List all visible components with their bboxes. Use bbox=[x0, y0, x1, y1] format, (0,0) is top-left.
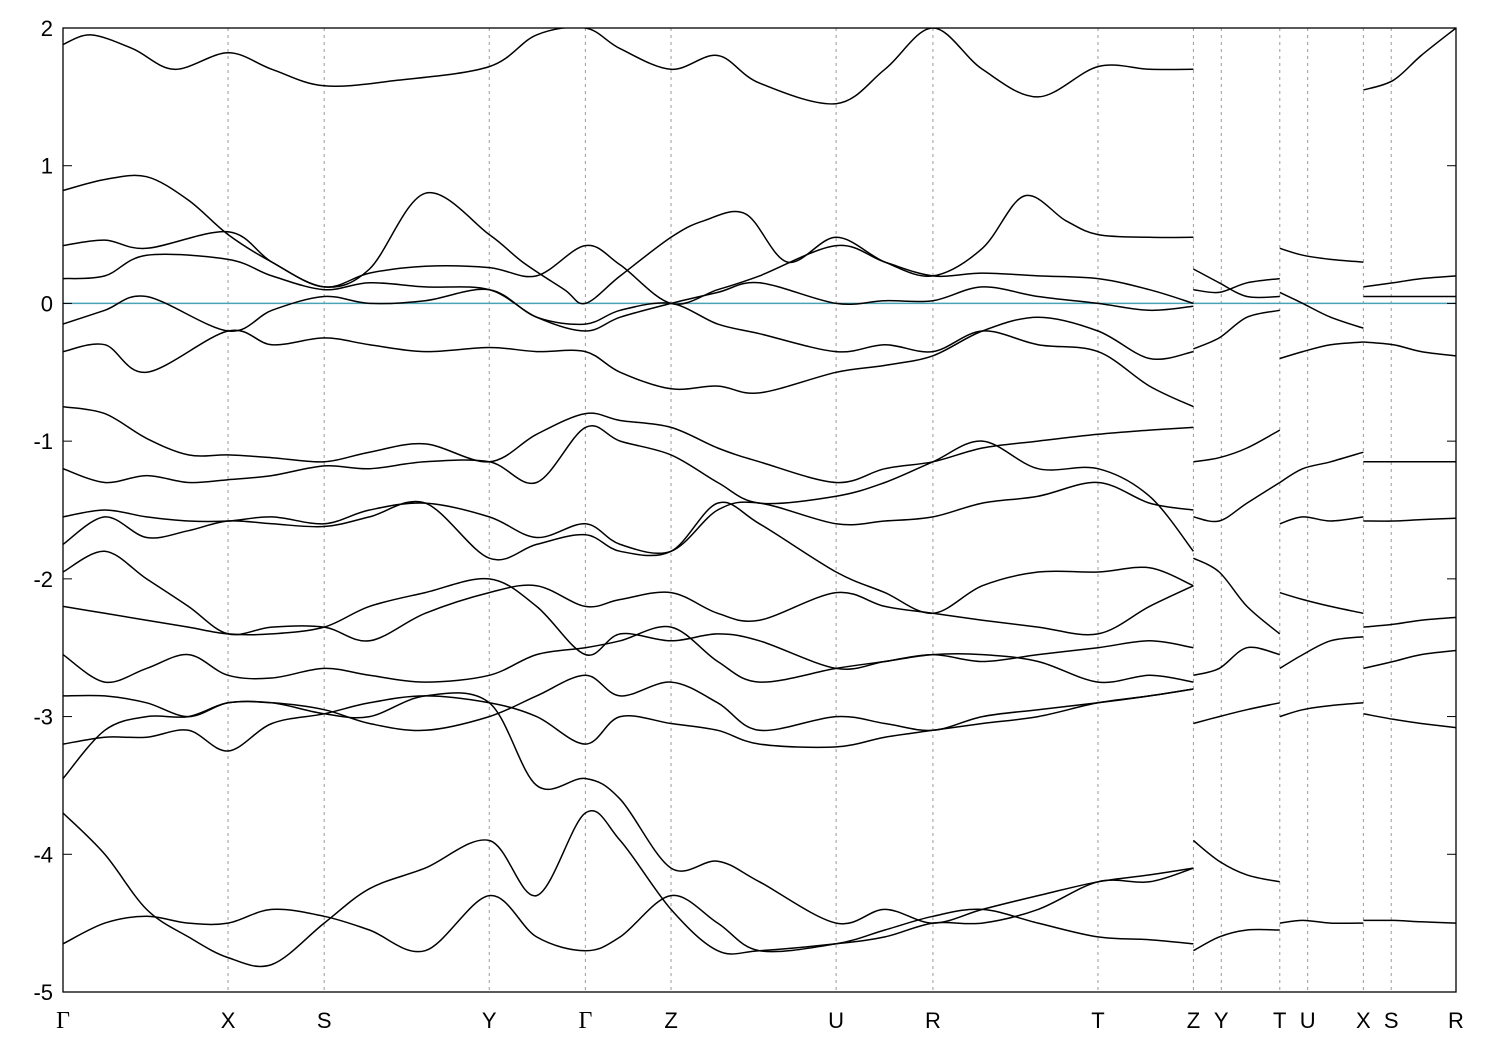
band-line bbox=[63, 481, 1194, 555]
x-tick-label: S bbox=[317, 1008, 332, 1033]
ticks-layer bbox=[63, 27, 1456, 993]
band-line bbox=[63, 577, 1194, 670]
band-line bbox=[1279, 919, 1364, 925]
band-line bbox=[63, 316, 1194, 395]
x-tick-label: U bbox=[828, 1008, 844, 1033]
band-line bbox=[1193, 928, 1280, 952]
y-tick-label: 1 bbox=[41, 154, 53, 179]
y-tick-label: -3 bbox=[33, 705, 53, 730]
band-line bbox=[63, 625, 1194, 684]
bands-layer bbox=[63, 28, 1456, 968]
band-line bbox=[1192, 839, 1280, 883]
band-line bbox=[1279, 635, 1364, 670]
band-line bbox=[63, 288, 1194, 408]
band-line bbox=[1363, 28, 1456, 91]
x-tick-label: R bbox=[925, 1008, 941, 1033]
band-line bbox=[63, 174, 1194, 305]
x-tick-label: Γ bbox=[578, 1008, 592, 1034]
grid-layer bbox=[227, 28, 1392, 992]
band-line bbox=[1363, 649, 1456, 670]
x-tick-label: T bbox=[1091, 1008, 1104, 1033]
band-line bbox=[63, 28, 1194, 105]
band-line bbox=[63, 894, 1194, 953]
x-tick-label: S bbox=[1384, 1008, 1399, 1033]
band-line bbox=[1193, 557, 1281, 635]
band-line bbox=[1193, 309, 1280, 350]
band-line bbox=[1279, 247, 1364, 263]
band-line bbox=[1193, 268, 1280, 299]
x-tick-label: U bbox=[1300, 1008, 1316, 1033]
band-line bbox=[63, 550, 1194, 642]
band-line bbox=[63, 692, 1194, 925]
band-line bbox=[1193, 646, 1280, 677]
band-line bbox=[1193, 702, 1280, 725]
band-line bbox=[63, 253, 1194, 332]
band-line bbox=[63, 230, 1194, 305]
band-line bbox=[1363, 517, 1456, 522]
x-tick-label: X bbox=[221, 1008, 236, 1033]
band-line bbox=[1279, 291, 1364, 329]
y-tick-label: -5 bbox=[33, 980, 53, 1005]
band-line bbox=[1193, 277, 1280, 294]
band-line bbox=[1363, 616, 1456, 628]
band-line bbox=[1363, 275, 1456, 288]
band-line bbox=[1193, 429, 1281, 463]
band-line bbox=[1279, 516, 1364, 525]
band-line bbox=[1363, 341, 1456, 357]
band-line bbox=[63, 425, 1194, 552]
x-tick-label: Y bbox=[482, 1008, 497, 1033]
x-tick-label: Z bbox=[664, 1008, 677, 1033]
band-line bbox=[1279, 341, 1364, 360]
y-tick-labels: -5 -4 -3 -2 -1 0 1 2 bbox=[33, 16, 53, 1005]
band-line bbox=[1279, 702, 1364, 718]
y-tick-label: -2 bbox=[33, 567, 53, 592]
band-line bbox=[1279, 591, 1364, 615]
y-tick-label: 0 bbox=[41, 291, 53, 316]
band-line bbox=[1279, 451, 1364, 484]
band-line bbox=[63, 810, 1194, 968]
band-line bbox=[63, 405, 1194, 484]
y-tick-label: -1 bbox=[33, 429, 53, 454]
x-tick-label: Y bbox=[1214, 1008, 1229, 1033]
band-line bbox=[1193, 481, 1281, 523]
x-tick-label: X bbox=[1356, 1008, 1371, 1033]
plot-frame bbox=[62, 27, 1457, 993]
y-tick-label: -4 bbox=[33, 842, 53, 867]
x-tick-label: T bbox=[1273, 1008, 1286, 1033]
x-tick-label: Z bbox=[1187, 1008, 1200, 1033]
band-line bbox=[1363, 713, 1456, 729]
y-tick-label: 2 bbox=[41, 16, 53, 41]
band-line bbox=[63, 500, 1194, 615]
x-tick-label: Γ bbox=[56, 1008, 70, 1034]
band-line bbox=[63, 688, 1194, 752]
x-tick-label: R bbox=[1448, 1008, 1464, 1033]
band-line bbox=[1363, 919, 1456, 924]
